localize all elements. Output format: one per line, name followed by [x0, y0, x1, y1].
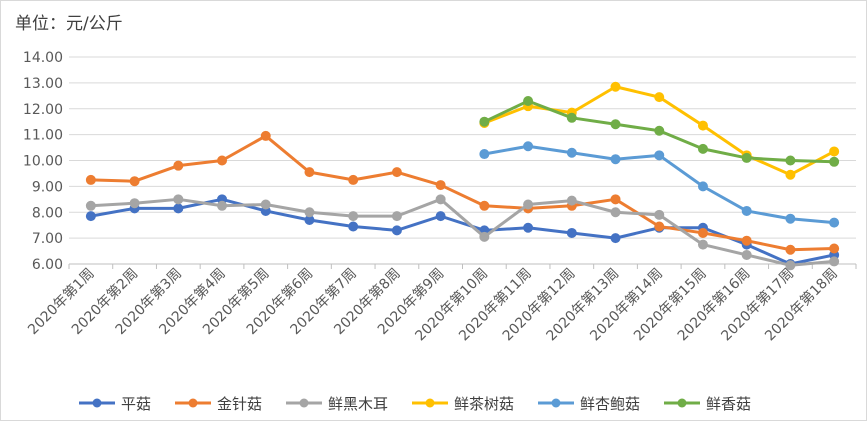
data-point — [741, 152, 752, 163]
data-point — [566, 227, 577, 238]
data-point — [391, 225, 402, 236]
data-point — [479, 231, 490, 242]
data-point — [610, 233, 621, 244]
legend-marker — [425, 398, 435, 408]
data-point — [654, 92, 665, 103]
y-tick-label: 14.00 — [23, 50, 63, 66]
data-point — [697, 120, 708, 131]
data-point — [435, 194, 446, 205]
data-point — [435, 211, 446, 222]
y-tick-label: 6.00 — [32, 257, 63, 273]
data-point — [260, 130, 271, 141]
data-point — [785, 169, 796, 180]
data-point — [523, 141, 534, 152]
data-point — [610, 194, 621, 205]
data-point — [654, 221, 665, 232]
data-point — [610, 154, 621, 165]
data-point — [479, 116, 490, 127]
data-point — [610, 119, 621, 130]
y-tick-label: 7.00 — [32, 231, 63, 247]
data-point — [304, 167, 315, 178]
data-point — [479, 200, 490, 211]
data-point — [129, 176, 140, 187]
data-point — [260, 199, 271, 210]
y-tick-label: 11.00 — [23, 128, 63, 144]
data-point — [566, 195, 577, 206]
data-point — [829, 256, 840, 267]
legend-label: 鲜茶树菇 — [454, 395, 514, 413]
series-line — [89, 197, 836, 266]
data-point — [173, 194, 184, 205]
data-point — [435, 180, 446, 191]
legend-marker — [299, 398, 309, 408]
legend-label: 平菇 — [121, 395, 151, 413]
series-line — [89, 134, 836, 252]
data-point — [85, 211, 96, 222]
data-point — [610, 207, 621, 218]
data-point — [523, 222, 534, 233]
data-point — [348, 174, 359, 185]
legend-label: 金针菇 — [217, 395, 262, 413]
legend-marker — [92, 398, 102, 408]
series-line — [89, 197, 836, 267]
data-point — [829, 243, 840, 254]
data-point — [654, 150, 665, 161]
y-tick-label: 10.00 — [23, 154, 63, 170]
data-point — [829, 156, 840, 167]
y-tick-label: 8.00 — [32, 205, 63, 221]
y-tick-label: 9.00 — [32, 179, 63, 195]
legend-label: 鲜黑木耳 — [328, 395, 388, 413]
legend-label: 鲜香菇 — [706, 395, 751, 413]
data-point — [654, 125, 665, 136]
data-point — [697, 181, 708, 192]
data-point — [217, 155, 228, 166]
data-point — [348, 211, 359, 222]
data-point — [785, 260, 796, 271]
data-point — [85, 174, 96, 185]
data-point — [523, 199, 534, 210]
data-point — [173, 203, 184, 214]
data-point — [741, 235, 752, 246]
data-point — [697, 143, 708, 154]
legend-label: 鲜杏鲍菇 — [580, 395, 640, 413]
data-point — [391, 167, 402, 178]
data-point — [654, 209, 665, 220]
data-point — [348, 221, 359, 232]
data-point — [785, 155, 796, 166]
data-point — [85, 200, 96, 211]
y-tick-label: 13.00 — [23, 76, 63, 92]
data-point — [566, 147, 577, 158]
data-point — [391, 211, 402, 222]
data-point — [741, 205, 752, 216]
data-point — [697, 239, 708, 250]
data-point — [610, 81, 621, 92]
data-point — [785, 244, 796, 255]
legend-marker — [677, 398, 687, 408]
unit-label: 单位：元/公斤 — [15, 14, 123, 34]
data-point — [785, 213, 796, 224]
data-point — [829, 217, 840, 228]
data-point — [479, 149, 490, 160]
legend-marker — [551, 398, 561, 408]
data-point — [523, 95, 534, 106]
data-point — [217, 200, 228, 211]
data-point — [304, 207, 315, 218]
data-point — [173, 160, 184, 171]
data-point — [829, 146, 840, 157]
data-point — [697, 227, 708, 238]
data-point — [566, 112, 577, 123]
legend-marker — [188, 398, 198, 408]
y-tick-label: 12.00 — [23, 102, 63, 118]
data-point — [129, 198, 140, 209]
data-point — [741, 249, 752, 260]
